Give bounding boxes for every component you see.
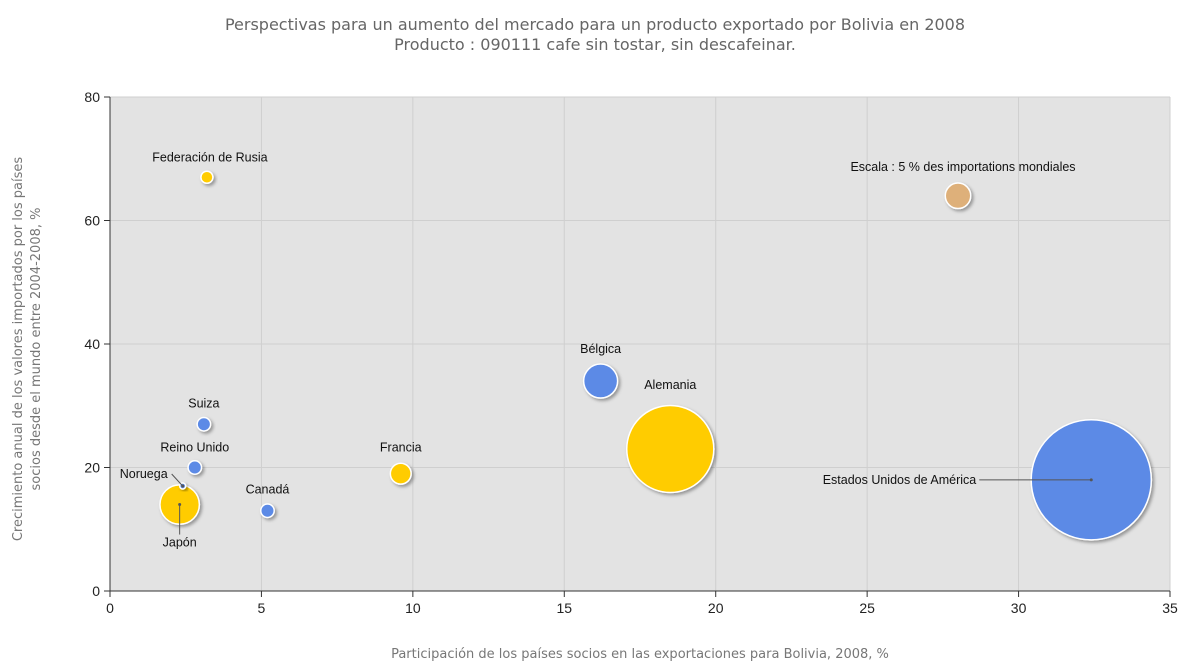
y-tick-label: 0 — [92, 583, 100, 599]
point-label-francia: Francia — [380, 441, 422, 455]
point-label-b-lgica: Bélgica — [580, 342, 621, 356]
y-axis-title-line-1: Crecimiento anual de los valores importa… — [11, 157, 26, 542]
title-line-1: Perspectivas para un aumento del mercado… — [225, 15, 965, 34]
bubble-reino-unido — [187, 460, 203, 475]
bubble-federaci-n-de-rusia — [200, 170, 214, 185]
point-label-noruega: Noruega — [120, 467, 168, 481]
x-tick-label: 25 — [859, 600, 875, 616]
point-label-reino-unido: Reino Unido — [160, 441, 229, 455]
axis-titles: Participación de los países socios en la… — [11, 157, 889, 661]
scale-bubble — [944, 182, 972, 210]
label-anchor-dot — [181, 484, 185, 488]
point-label-alemania: Alemania — [644, 378, 696, 392]
point-label-estados-unidos-de-am-rica: Estados Unidos de América — [823, 473, 977, 487]
x-tick-label: 15 — [556, 600, 572, 616]
label-anchor-dot — [178, 503, 182, 507]
x-tick-label: 30 — [1011, 600, 1027, 616]
point-label-canad-: Canadá — [246, 483, 290, 497]
axes: 0 5 10 15 20 25 30 35 0 20 40 60 80 — [84, 89, 1178, 616]
point-label-jap-n: Japón — [163, 536, 197, 550]
y-tick-label: 80 — [84, 89, 100, 105]
x-tick-label: 5 — [258, 600, 266, 616]
bubble-canad- — [260, 503, 275, 519]
x-axis-title: Participación de los países socios en la… — [391, 647, 889, 661]
bubble-b-lgica — [582, 363, 619, 399]
scale-label: Escala : 5 % des importations mondiales — [850, 160, 1075, 174]
point-labels: Federación de Rusia Bélgica Alemania Suiza R… — [120, 150, 1093, 550]
chart-title: Perspectivas para un aumento del mercado… — [225, 15, 965, 54]
bubble-suiza — [196, 416, 212, 432]
x-tick-label: 35 — [1162, 600, 1178, 616]
grid — [110, 96, 1171, 591]
point-label-federaci-n-de-rusia: Federación de Rusia — [152, 150, 267, 164]
x-tick-label: 20 — [708, 600, 724, 616]
y-tick-label: 20 — [84, 460, 100, 476]
y-axis-title-line-2: socios desde el mundo entre 2004-2008, % — [29, 208, 44, 491]
title-line-2: Producto : 090111 cafe sin tostar, sin d… — [394, 35, 796, 54]
bubble-alemania — [626, 404, 715, 494]
bubble-francia — [389, 462, 412, 485]
y-tick-label: 60 — [84, 213, 100, 229]
y-tick-label: 40 — [84, 336, 100, 352]
label-leader — [171, 473, 184, 487]
x-tick-label: 10 — [405, 600, 421, 616]
x-tick-label: 0 — [106, 600, 114, 616]
point-label-suiza: Suiza — [188, 396, 219, 410]
label-anchor-dot — [1089, 478, 1093, 482]
